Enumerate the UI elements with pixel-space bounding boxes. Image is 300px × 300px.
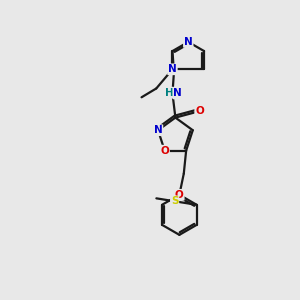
Text: N: N [173,88,182,98]
Text: N: N [168,64,177,74]
Text: O: O [160,146,169,156]
Text: N: N [184,37,193,47]
Text: N: N [154,125,162,135]
Text: O: O [175,190,184,200]
Text: H: H [165,88,173,98]
Text: S: S [171,196,178,206]
Text: O: O [195,106,204,116]
